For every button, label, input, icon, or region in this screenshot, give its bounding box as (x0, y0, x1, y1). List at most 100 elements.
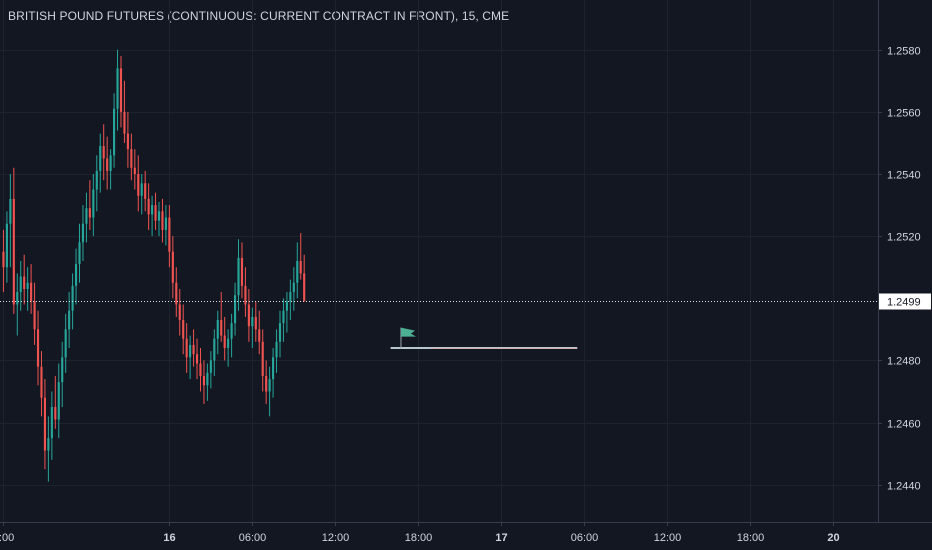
candle-body (254, 316, 257, 330)
candle-body (178, 304, 181, 321)
candle-body (23, 276, 26, 289)
grid (0, 0, 878, 522)
candle-body (147, 198, 150, 215)
candle-body (268, 379, 271, 392)
candle-body (299, 261, 302, 274)
candle-body (157, 211, 161, 221)
candle-body (261, 341, 264, 376)
time-tick-label: 17 (495, 532, 507, 544)
candle-body (154, 205, 157, 221)
candle-body (189, 344, 192, 358)
candle-body (230, 323, 233, 339)
candle-body (195, 354, 199, 364)
candle-body (289, 292, 292, 302)
candle-body (85, 208, 88, 224)
candle-body (12, 198, 15, 305)
candle-body (247, 304, 250, 327)
candle-body (296, 261, 299, 283)
candle-body (30, 282, 33, 302)
candle-body (144, 183, 147, 199)
price-tick-label: 1.2540 (887, 170, 921, 182)
candle-body (5, 223, 8, 268)
candle-body (227, 338, 230, 348)
time-tick-label: 18:00 (737, 532, 765, 544)
candle-body (126, 133, 129, 150)
time-axis[interactable]: 2:00 16 06:00 12:00 18:00 17 06:00 12:00 18:00 20 (0, 522, 840, 544)
candle-body (244, 285, 247, 305)
candle-body (78, 242, 81, 265)
candle-body (109, 155, 112, 171)
candle-body (102, 146, 105, 159)
candle-body (64, 329, 67, 358)
candle-body (192, 344, 195, 355)
time-tick-label: 18:00 (405, 532, 433, 544)
time-tick-label: 06:00 (239, 532, 267, 544)
candle-body (175, 282, 178, 305)
candle-body (116, 68, 119, 109)
candle-body (237, 257, 240, 296)
candle-body (171, 251, 174, 283)
candle-body (106, 158, 109, 171)
candle-body (265, 375, 268, 392)
price-tick-label: 1.2580 (887, 46, 921, 58)
candle-body (161, 211, 164, 230)
candle-body (19, 276, 22, 293)
candle-body (292, 282, 295, 293)
last-price-badge (879, 293, 931, 310)
price-tick-label: 1.2520 (887, 232, 921, 244)
candle-body (2, 251, 5, 268)
candle-body (68, 310, 71, 330)
candle-body (54, 407, 57, 420)
candle-body (50, 407, 53, 439)
candle-body (223, 335, 226, 348)
price-tick-label: 1.2460 (887, 419, 921, 431)
candle-body (112, 108, 116, 156)
candle-body (26, 282, 29, 289)
candle-body (220, 320, 223, 336)
candle-body (95, 170, 98, 190)
candle-body (74, 264, 78, 286)
last-price-label: 1.2499 (887, 297, 921, 309)
candle-body (151, 205, 154, 215)
candle-body (123, 111, 126, 134)
candle-body (43, 397, 47, 451)
flag-icon[interactable] (400, 327, 416, 337)
candle-body (233, 295, 237, 324)
candle-body (275, 341, 278, 358)
time-tick-label: 16 (163, 532, 175, 544)
candle-body (57, 382, 60, 420)
price-tick-label: 1.2560 (887, 108, 921, 120)
chart-title: BRITISH POUND FUTURES (CONTINUOUS: CURRE… (8, 9, 510, 23)
candle-body (92, 189, 95, 218)
candle-body (81, 223, 85, 243)
candle-body (278, 323, 282, 342)
candle-body (240, 257, 244, 286)
candle-body (216, 320, 219, 339)
candle-body (137, 174, 140, 196)
candle-body (133, 167, 136, 174)
candle-body (71, 285, 74, 311)
candles (2, 49, 306, 482)
candle-body (199, 363, 202, 376)
time-tick-label: 2:00 (0, 532, 14, 544)
candle-body (47, 438, 50, 451)
candle-body (61, 357, 64, 383)
candle-body (99, 146, 102, 171)
candle-body (88, 208, 91, 218)
candle-body (272, 357, 275, 380)
candle-body (213, 338, 216, 361)
price-axis[interactable]: 1.2580 1.2560 1.2540 1.2520 1.2480 1.2460 1.24… (878, 46, 931, 493)
candle-body (36, 329, 40, 367)
candle-body (33, 301, 36, 330)
time-tick-label: 06:00 (571, 532, 599, 544)
candle-body (258, 329, 261, 342)
candle-body (140, 183, 143, 196)
candle-body (209, 360, 212, 373)
candle-body (164, 217, 167, 230)
candle-body (282, 310, 285, 324)
time-tick-label: 20 (827, 532, 839, 544)
price-tick-label: 1.2440 (887, 481, 921, 493)
time-tick-label: 12:00 (654, 532, 682, 544)
overlays (0, 301, 878, 349)
